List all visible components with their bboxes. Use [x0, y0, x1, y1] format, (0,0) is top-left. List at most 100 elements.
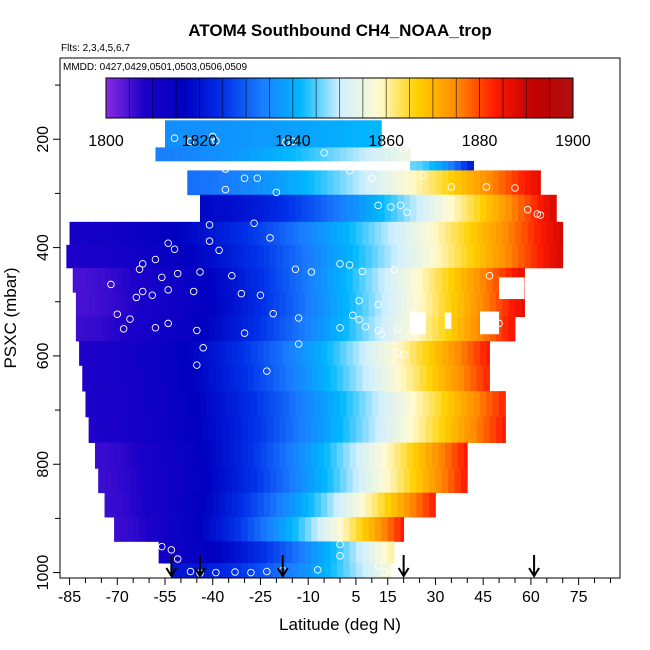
field-cell [285, 541, 293, 564]
y-tick-label: 400 [35, 234, 52, 261]
field-cell [165, 120, 172, 148]
field-cell [311, 416, 319, 443]
field-cell [266, 292, 274, 318]
field-cell [492, 391, 500, 418]
field-cell [301, 267, 309, 293]
field-cell [244, 468, 252, 494]
field-cell [222, 416, 230, 443]
sample-point [164, 239, 172, 247]
field-cell [511, 244, 519, 269]
field-cell [375, 365, 382, 392]
field-cell [247, 541, 255, 564]
field-cell [177, 517, 185, 542]
field-cell [295, 194, 303, 223]
field-cell [123, 341, 131, 366]
field-cell [177, 120, 185, 148]
field-cell [177, 541, 185, 564]
field-cell [295, 267, 303, 293]
field-cell [285, 563, 293, 578]
field-cell [419, 365, 427, 392]
field-cell [235, 292, 242, 318]
field-cell [451, 365, 459, 392]
field-cell [136, 492, 144, 518]
field-cell [91, 341, 99, 366]
field-cell [212, 468, 220, 494]
field-cell [295, 341, 303, 366]
sample-point [358, 267, 367, 276]
field-cell [250, 391, 258, 418]
field-cell [441, 267, 449, 293]
y-tick-label: 200 [35, 126, 52, 153]
field-cell [355, 563, 363, 578]
field-cell [340, 267, 347, 293]
field-cell [340, 492, 347, 518]
field-cell [177, 563, 185, 578]
field-cell [222, 442, 230, 469]
field-cell [451, 442, 459, 469]
field-cell [225, 341, 233, 366]
field-cell [457, 292, 465, 318]
field-cell [254, 442, 261, 469]
field-cell [330, 442, 338, 469]
field-cell [279, 365, 287, 392]
colorbar: 1800 1820 1840 1860 1880 1900 [88, 77, 591, 150]
field-cell [177, 416, 185, 443]
y-tick-label: 1000 [35, 555, 52, 591]
field-cell [149, 341, 156, 366]
field-cell [403, 391, 411, 418]
sample-point [231, 568, 239, 576]
field-cell [375, 292, 382, 318]
field-cell [75, 316, 83, 342]
field-cell [305, 221, 312, 246]
field-cell [285, 292, 293, 318]
field-cell [225, 391, 233, 418]
field-cell [180, 244, 188, 269]
field-cell [333, 244, 341, 269]
field-cell [394, 365, 401, 392]
field-cell [241, 563, 249, 578]
field-cell [209, 316, 217, 342]
field-cell [362, 292, 370, 318]
field-cell [292, 292, 300, 318]
field-cell [171, 442, 179, 469]
field-cell [238, 194, 245, 223]
field-cell [301, 492, 309, 518]
field-cell [314, 468, 322, 494]
field-cell [464, 316, 471, 342]
field-cell [530, 194, 538, 223]
field-cell [387, 292, 395, 318]
field-cell [250, 267, 258, 293]
field-cell [219, 341, 226, 366]
field-cell [117, 341, 125, 366]
field-cell [492, 267, 500, 293]
field-cell [139, 316, 147, 342]
field-cell [298, 120, 306, 148]
field-cell [429, 391, 436, 418]
field-cell [429, 160, 436, 171]
field-cell [298, 541, 306, 564]
field-cell [467, 160, 475, 171]
field-cell [241, 517, 249, 542]
field-cell [110, 468, 118, 494]
field-cell [397, 468, 405, 494]
field-cell [155, 391, 163, 418]
field-cell [352, 147, 360, 162]
field-cell [327, 492, 335, 518]
field-cell [184, 221, 191, 246]
field-cell [416, 267, 424, 293]
field-cell [346, 194, 354, 223]
field-cell [298, 316, 306, 342]
field-cell [152, 365, 160, 392]
sample-point [536, 211, 545, 219]
field-cell [196, 517, 204, 542]
field-cell [222, 563, 230, 578]
field-cell [190, 292, 198, 318]
field-cell [215, 541, 223, 564]
field-cell [184, 442, 191, 469]
field-cell [171, 120, 179, 148]
field-cell [196, 120, 204, 148]
field-cell [241, 316, 249, 342]
field-cell [215, 365, 223, 392]
field-cell [91, 244, 99, 269]
field-cell [397, 170, 405, 196]
